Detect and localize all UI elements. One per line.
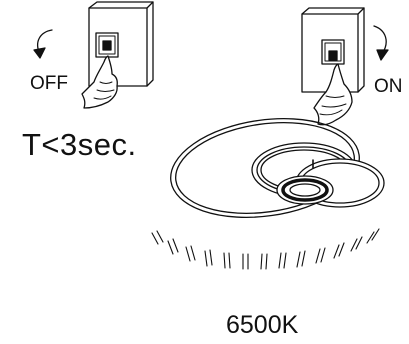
ring-lamp-icon — [170, 118, 360, 218]
left-hand-icon — [81, 55, 118, 109]
lamp-center-ring — [276, 159, 334, 205]
right-switch-icon — [301, 7, 365, 93]
timing-label: T<3sec. — [22, 127, 137, 162]
on-label: ON — [374, 76, 403, 97]
left-rotate-arrow-icon — [33, 29, 53, 59]
right-hand-icon — [313, 63, 353, 126]
color-temperature-label: 6500K — [226, 311, 299, 339]
light-rays-icon — [151, 228, 380, 270]
right-rotate-arrow-icon — [373, 25, 389, 61]
off-label: OFF — [30, 73, 68, 94]
